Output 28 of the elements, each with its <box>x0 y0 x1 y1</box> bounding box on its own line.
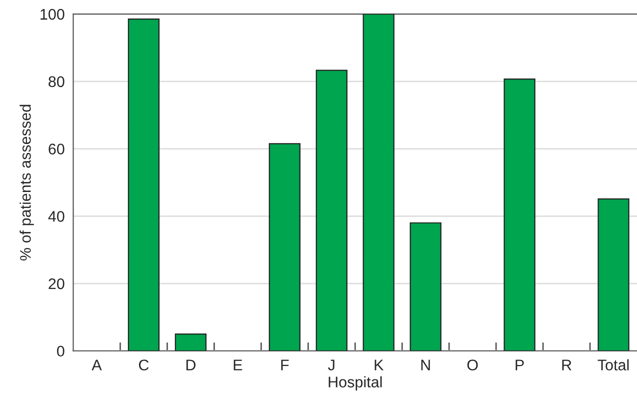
bar <box>268 143 300 351</box>
x-tick-label: F <box>281 360 289 370</box>
x-tick-label: O <box>467 360 478 370</box>
y-tick-label: 0 <box>57 346 64 357</box>
x-tick-label: D <box>186 360 196 370</box>
x-tick-label: N <box>421 360 430 370</box>
x-tick-label: E <box>234 360 242 370</box>
y-tick-label: 40 <box>48 211 64 222</box>
y-tick-label: 100 <box>40 8 64 20</box>
bar <box>128 18 160 351</box>
y-tick-label: 20 <box>48 278 64 290</box>
y-tick-label: 60 <box>48 144 64 154</box>
x-tick-label: C <box>138 360 149 370</box>
x-axis-title: Hospital <box>328 376 382 390</box>
bar <box>598 198 630 351</box>
bar <box>504 78 536 351</box>
x-tick-label: R <box>562 360 572 370</box>
x-tick-label: Total <box>598 359 629 370</box>
x-tick-label: A <box>92 360 102 370</box>
bar <box>362 14 394 351</box>
y-axis-title: % of patients assessed <box>20 104 34 260</box>
x-tick-label: K <box>374 360 384 370</box>
x-tick-label: P <box>516 360 524 370</box>
x-tick-label: J <box>328 360 334 370</box>
bar <box>410 222 442 351</box>
bar <box>316 70 348 351</box>
bar <box>174 333 207 351</box>
y-tick-label: 80 <box>48 76 64 88</box>
